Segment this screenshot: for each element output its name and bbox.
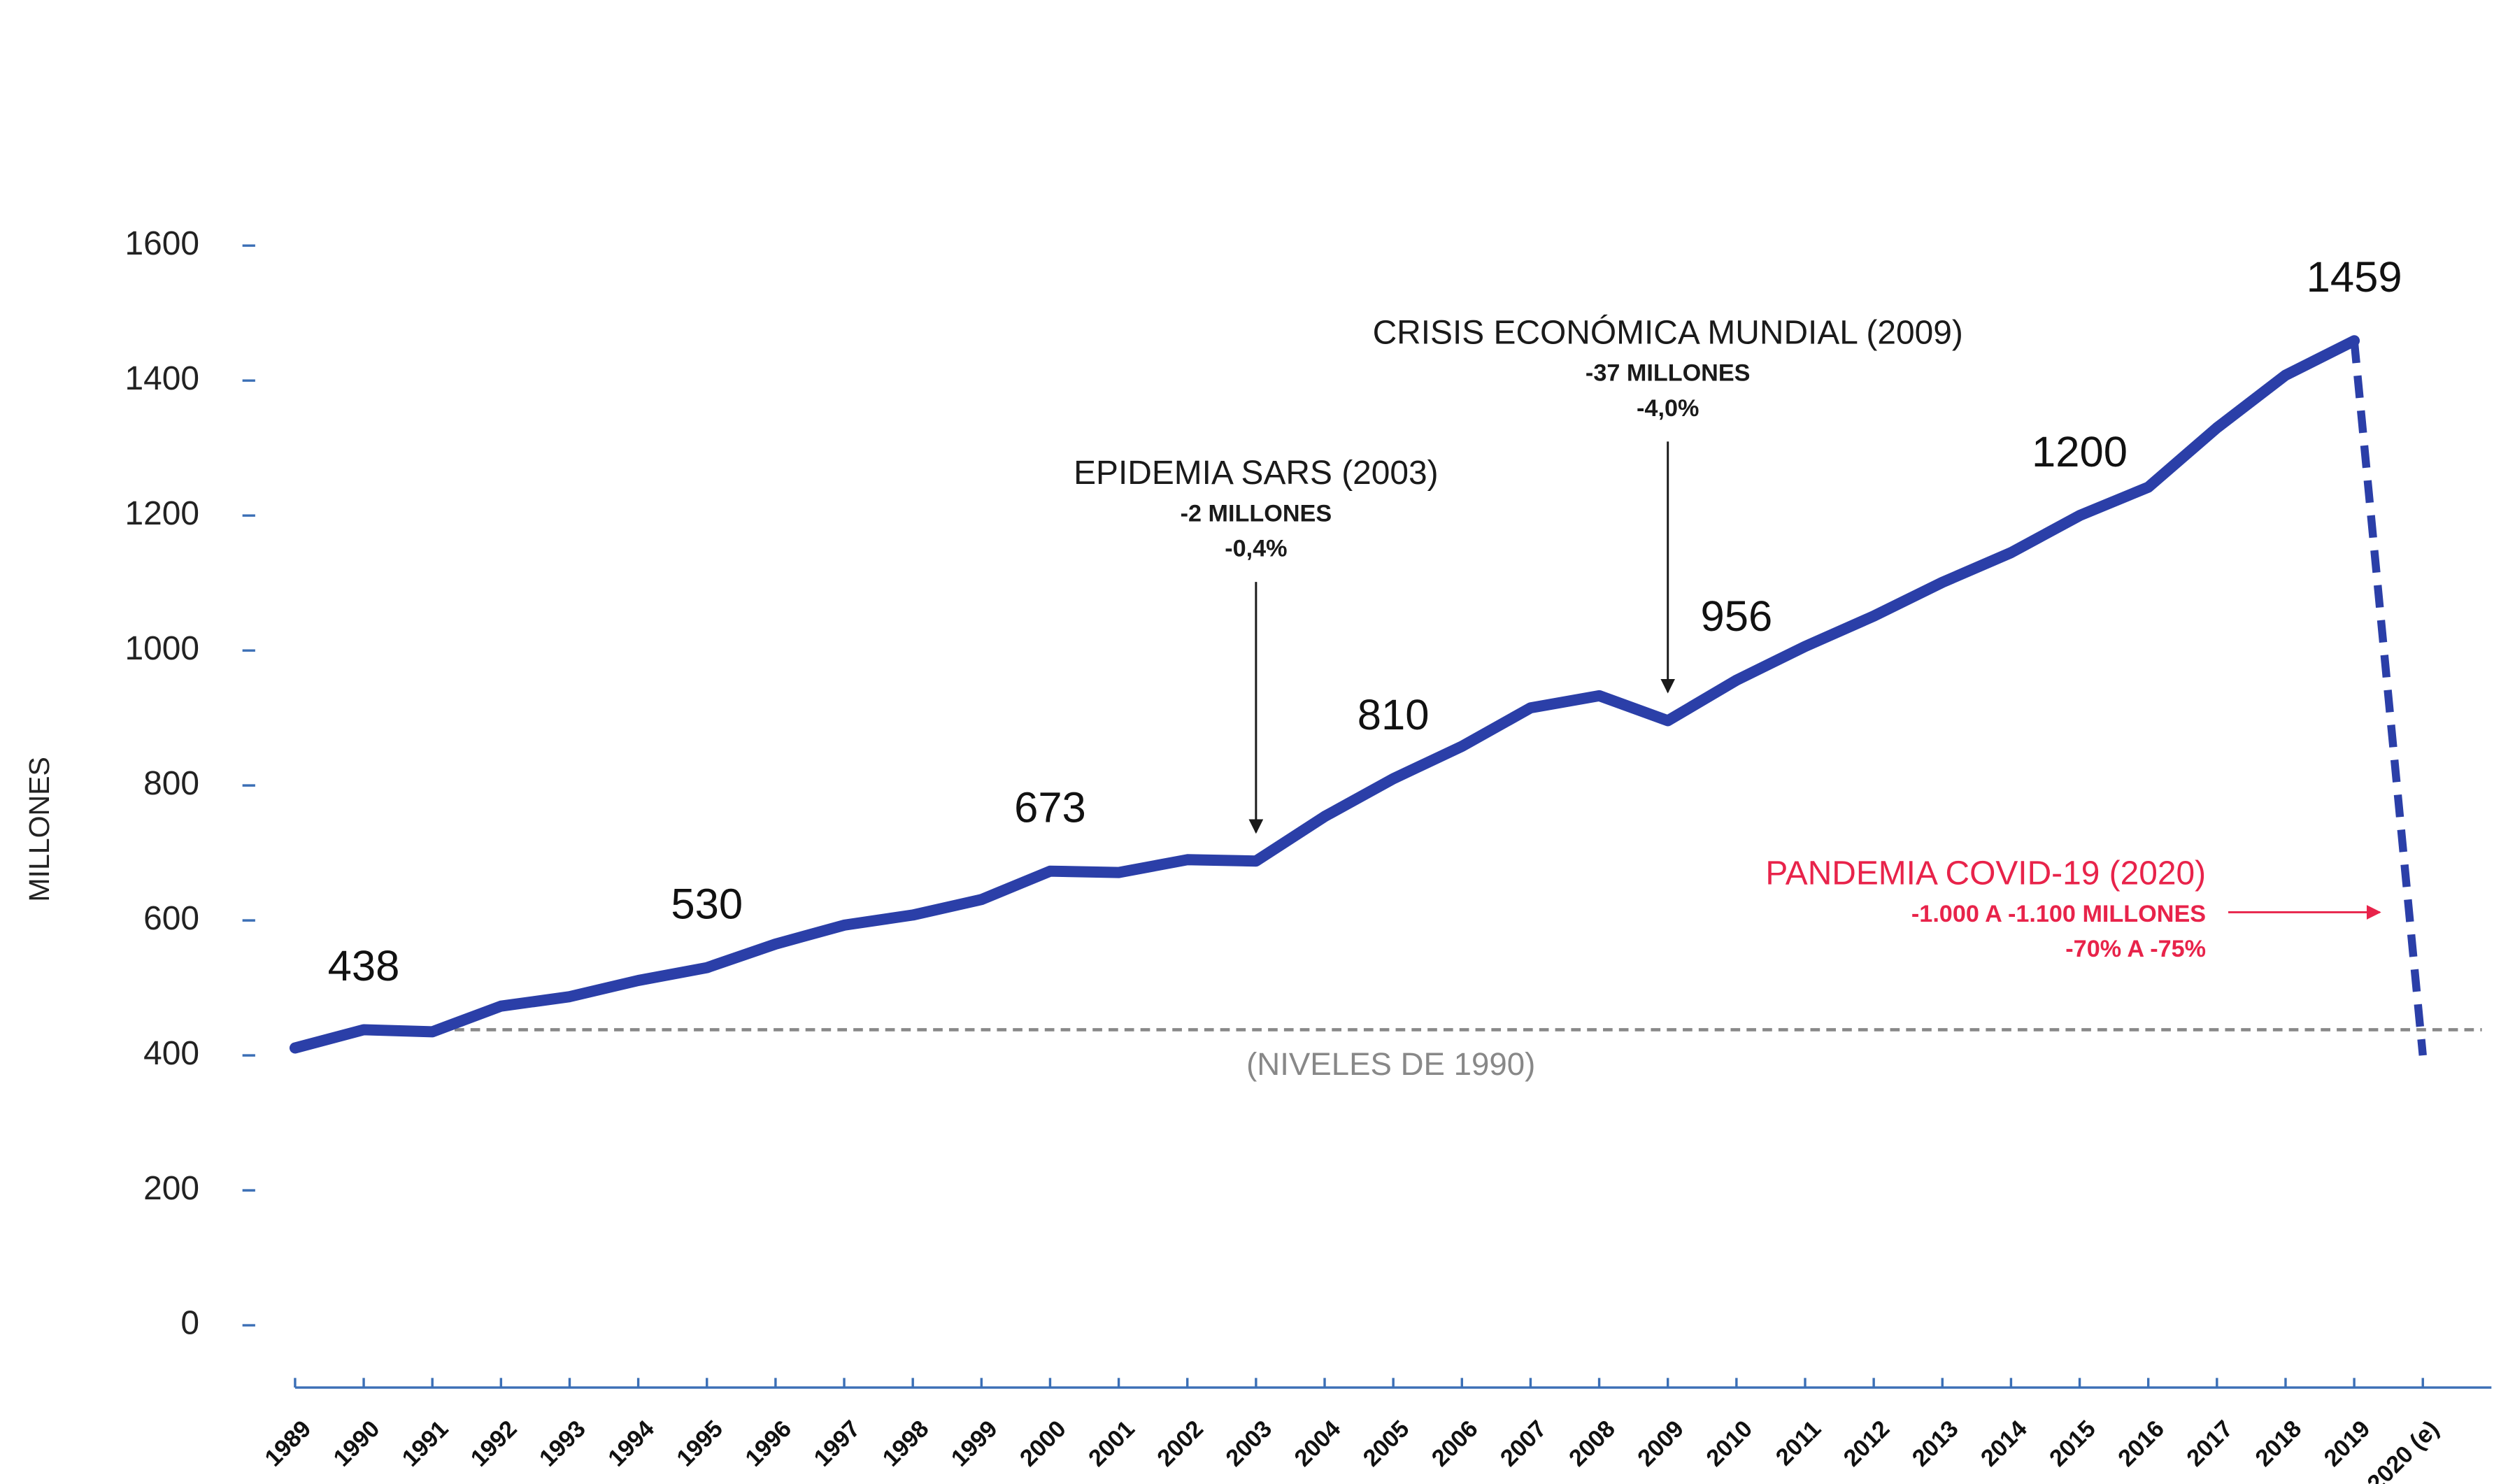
x-tick-label: 1995 xyxy=(671,1415,728,1472)
annotation-text: -1.000 A -1.100 MILLONES xyxy=(1911,901,2206,927)
value-label: 956 xyxy=(1700,592,1772,641)
y-tick-label: 1400 xyxy=(125,360,200,397)
y-tick-label: 200 xyxy=(143,1170,199,1207)
x-tick-label: 2004 xyxy=(1290,1415,1346,1472)
x-tick-label: 2007 xyxy=(1495,1415,1552,1472)
value-label: 438 xyxy=(328,942,400,990)
x-tick-label: 2013 xyxy=(1907,1415,1964,1472)
y-tick-label: 0 xyxy=(180,1305,199,1342)
annotation-text: -4,0% xyxy=(1637,395,1699,422)
x-tick-label: 1992 xyxy=(466,1415,522,1472)
x-tick-label: 1994 xyxy=(603,1415,660,1472)
x-tick-label: 2012 xyxy=(1839,1415,1895,1472)
x-tick-label: 2003 xyxy=(1221,1415,1278,1472)
x-tick-label: 1996 xyxy=(741,1415,797,1472)
value-label: 1459 xyxy=(2307,253,2402,301)
x-tick-label: 1993 xyxy=(534,1415,591,1472)
y-tick-label: 600 xyxy=(143,900,199,937)
x-tick-label: 2000 xyxy=(1015,1415,1071,1472)
annotation-text: -37 MILLONES xyxy=(1586,360,1751,387)
y-axis-label: MILLONES xyxy=(23,757,55,902)
y-tick-label: 1000 xyxy=(125,630,200,667)
annotation-text: EPIDEMIA SARS (2003) xyxy=(1074,455,1439,492)
x-tick-label: 2017 xyxy=(2181,1415,2238,1472)
x-tick-label: 2014 xyxy=(1976,1415,2032,1472)
x-tick-label: 2016 xyxy=(2113,1415,2169,1472)
x-tick-label: 2010 xyxy=(1701,1415,1758,1472)
value-label: 1200 xyxy=(2032,428,2128,476)
x-tick-label: 1997 xyxy=(809,1415,866,1472)
x-tick-label: 1999 xyxy=(946,1415,1003,1472)
annotation-text: PANDEMIA COVID-19 (2020) xyxy=(1765,855,2206,892)
dashed-line xyxy=(2350,340,2427,1056)
x-tick-label: 2020 (e) xyxy=(2363,1415,2444,1484)
x-tick-label: 2006 xyxy=(1427,1415,1483,1472)
x-tick-label: 2009 xyxy=(1632,1415,1689,1472)
y-tick-label: 800 xyxy=(143,765,199,802)
x-tick-label: 2019 xyxy=(2319,1415,2376,1472)
x-tick-label: 2002 xyxy=(1152,1415,1209,1472)
annotation-text: CRISIS ECONÓMICA MUNDIAL (2009) xyxy=(1373,313,1963,351)
x-tick-label: 1991 xyxy=(397,1415,454,1472)
x-tick-label: 2001 xyxy=(1083,1415,1140,1472)
x-tick-label: 1990 xyxy=(329,1415,385,1472)
y-tick-label: 1200 xyxy=(125,495,200,532)
reference-label: (NIVELES DE 1990) xyxy=(1246,1046,1535,1082)
value-label: 530 xyxy=(671,880,743,928)
y-tick-label: 1600 xyxy=(125,225,200,262)
y-tick-label: 400 xyxy=(143,1035,199,1072)
line xyxy=(289,335,2360,1054)
value-label: 810 xyxy=(1358,691,1430,739)
x-tick-label: 1989 xyxy=(260,1415,317,1472)
x-tick-label: 2005 xyxy=(1358,1415,1415,1472)
value-label: 673 xyxy=(1014,783,1086,832)
annotation-text: -70% A -75% xyxy=(2065,936,2206,962)
annotation-text: -2 MILLONES xyxy=(1181,500,1332,527)
x-tick-label: 2015 xyxy=(2044,1415,2101,1472)
x-tick-label: 2011 xyxy=(1771,1415,1826,1471)
x-tick-label: 2008 xyxy=(1564,1415,1620,1472)
annotation-text: -0,4% xyxy=(1225,536,1287,562)
x-tick-label: 1998 xyxy=(878,1415,934,1472)
x-tick-label: 2018 xyxy=(2251,1415,2307,1472)
